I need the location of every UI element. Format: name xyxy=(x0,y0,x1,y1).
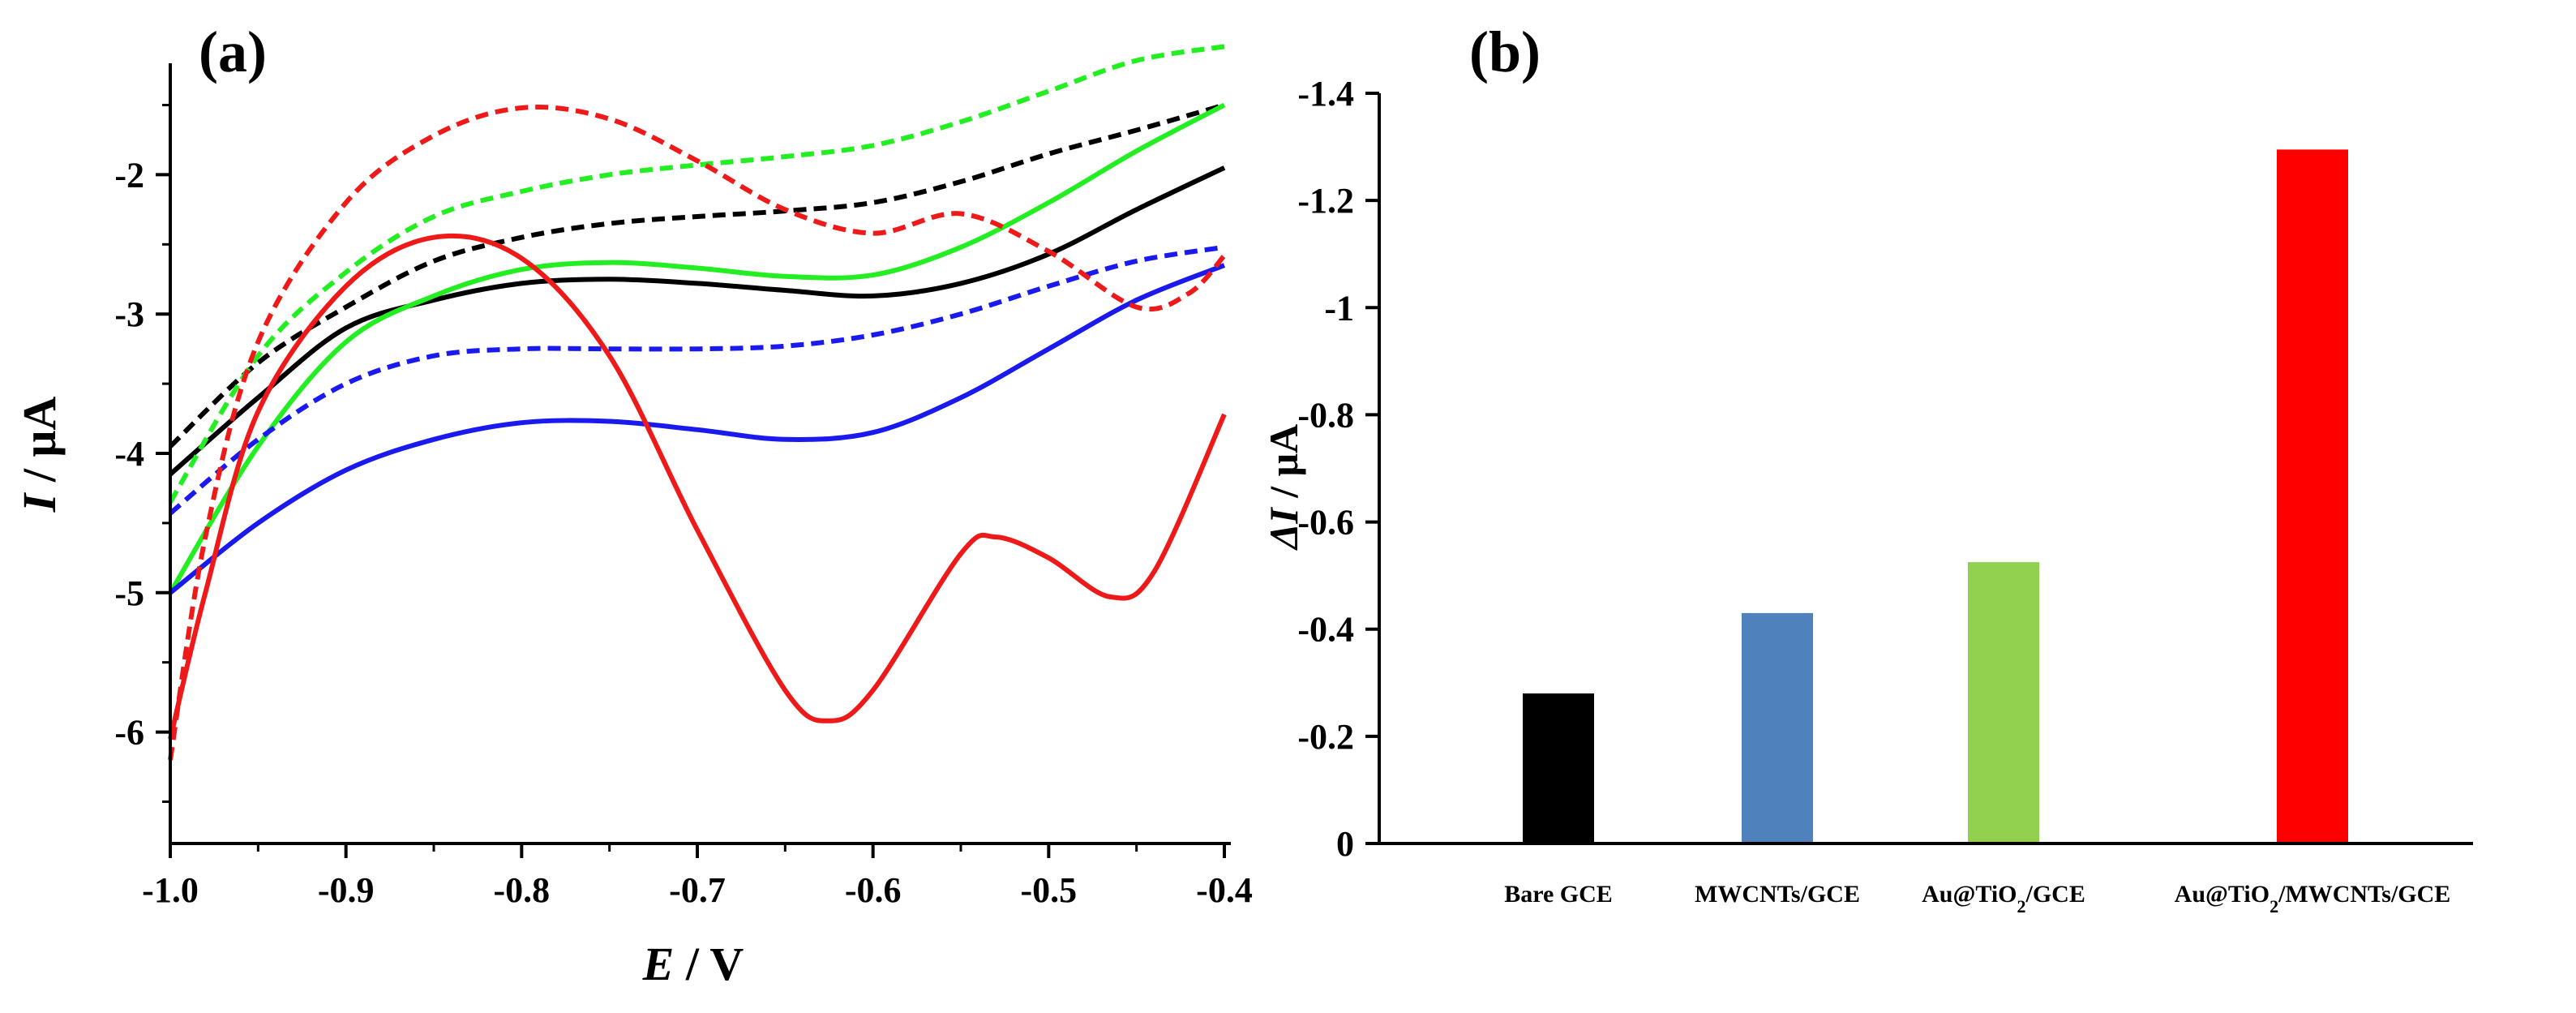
category-label: Bare GCE xyxy=(1504,881,1613,908)
x-tick-label: -0.5 xyxy=(1021,870,1078,910)
bar xyxy=(1968,562,2039,843)
panel-a-y-unit: / μA xyxy=(13,397,66,494)
panel-a-x-ticks: -1.0 -0.9 -0.8 -0.7 -0.6 -0.5 -0.4 xyxy=(142,843,1253,910)
panel-a-y-ticks: -6 -5 -4 -3 -2 xyxy=(114,104,170,803)
panel-a: (a) -1.0 -0.9 -0.8 -0.7 -0.6 -0.5 -0.4 -6-5-4-… xyxy=(13,19,1253,990)
panel-b-y-axis-title: ΔI / μA xyxy=(1261,424,1306,551)
series-green-solid xyxy=(168,102,1226,594)
x-tick-label: -0.9 xyxy=(318,870,375,910)
y-tick-label: -5 xyxy=(114,573,144,613)
x-tick-label: -0.4 xyxy=(1196,870,1253,910)
y-tick-label: -1 xyxy=(1324,288,1354,328)
panel-b-y-var: ΔI xyxy=(1261,507,1306,551)
panel-a-x-var: E xyxy=(642,938,675,990)
panel-b-bars-group xyxy=(1523,149,2348,843)
y-tick-label: -6 xyxy=(114,713,144,753)
y-tick-label: -3 xyxy=(114,294,144,334)
series-black-dashed xyxy=(168,102,1225,449)
y-tick-label: -2 xyxy=(114,155,144,195)
series-green-dashed xyxy=(168,44,1225,504)
y-tick-label: -1.4 xyxy=(1297,74,1354,114)
panel-a-label: (a) xyxy=(199,19,267,84)
category-label: Au@TiO2/MWCNTs/GCE xyxy=(2175,881,2451,916)
y-tick-label: -0.8 xyxy=(1297,395,1354,435)
category-label: MWCNTs/GCE xyxy=(1695,881,1860,908)
series-red-dashed xyxy=(168,105,1227,761)
x-tick-label: -0.8 xyxy=(494,870,551,910)
y-tick-label: 0 xyxy=(1336,824,1354,864)
x-tick-label: -0.6 xyxy=(845,870,902,910)
series-blue-solid xyxy=(169,263,1226,595)
panel-a-x-unit: / V xyxy=(674,938,744,990)
bar xyxy=(1742,612,1813,843)
panel-a-x-axis-title: E / V xyxy=(642,938,744,990)
y-tick-label: -1.2 xyxy=(1297,181,1354,221)
panel-a-y-var: I xyxy=(13,491,66,513)
y-tick-label: -0.4 xyxy=(1297,610,1354,650)
x-tick-label: -1.0 xyxy=(142,870,199,910)
panel-b-label: (b) xyxy=(1469,19,1541,84)
panel-a-y-axis-title: I / μA xyxy=(13,397,66,513)
category-label: Au@TiO2/GCE xyxy=(1922,881,2085,916)
panel-b-y-ticks: 0 -0.2 -0.4 -0.6 -0.8 -1 -1.2 -1.4 xyxy=(1297,74,1379,864)
panel-b-category-labels: Bare GCE MWCNTs/GCE Au@TiO2/GCE Au@TiO2/MWC… xyxy=(1504,881,2450,916)
x-tick-label: -0.7 xyxy=(669,870,726,910)
series-red-solid xyxy=(168,233,1227,740)
panel-b-y-unit: / μA xyxy=(1261,424,1306,508)
bar xyxy=(1523,693,1594,843)
y-tick-label: -0.6 xyxy=(1297,503,1354,543)
series-blue-dashed xyxy=(169,244,1225,516)
y-tick-label: -0.2 xyxy=(1297,717,1354,757)
bar xyxy=(2277,149,2348,843)
panel-a-series-group xyxy=(168,44,1227,761)
panel-b: (b) 0 -0.2 -0.4 -0.6 -0.8 -1 -1.2 -1.4 Bare GCE… xyxy=(1261,19,2473,916)
y-tick-label: -4 xyxy=(114,434,144,474)
